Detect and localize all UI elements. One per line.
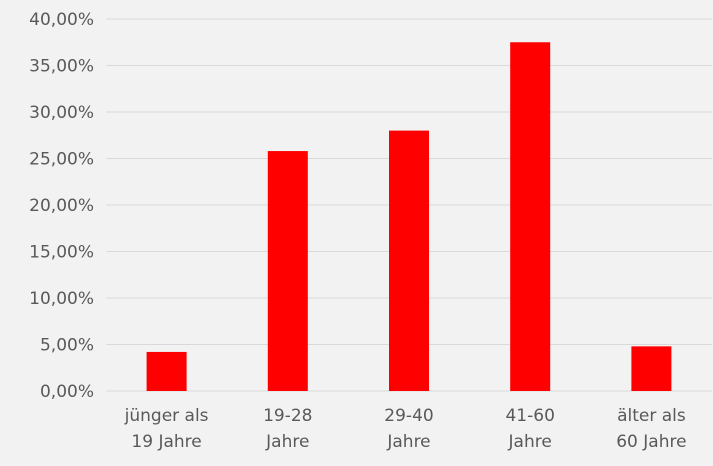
y-tick-label: 40,00% bbox=[29, 10, 94, 30]
x-tick-label: älter als 60 Jahre bbox=[616, 406, 686, 452]
bar bbox=[267, 151, 308, 391]
bar bbox=[389, 130, 429, 391]
x-tick-label-line: 60 Jahre bbox=[616, 432, 686, 452]
x-tick-label-line: Jahre bbox=[508, 432, 552, 452]
x-tick-label-line: 19 Jahre bbox=[131, 432, 201, 452]
x-tick-label: 41-60 Jahre bbox=[505, 406, 554, 452]
bars bbox=[146, 42, 672, 391]
x-tick-label: 29-40 Jahre bbox=[384, 406, 433, 452]
y-tick-label: 20,00% bbox=[29, 196, 94, 216]
y-tick-label: 25,00% bbox=[29, 150, 94, 170]
x-tick-label: jünger als 19 Jahre bbox=[124, 406, 209, 452]
x-tick-label-line: jünger als bbox=[124, 406, 209, 426]
y-tick-label: 30,00% bbox=[29, 103, 94, 123]
y-tick-label: 0,00% bbox=[40, 382, 94, 402]
bar bbox=[510, 42, 551, 391]
x-tick-label-line: 29-40 bbox=[384, 406, 433, 426]
x-tick-label-line: Jahre bbox=[386, 432, 430, 452]
x-tick-label-line: 41-60 bbox=[505, 406, 554, 426]
y-tick-label: 5,00% bbox=[40, 336, 94, 356]
y-tick-label: 35,00% bbox=[29, 57, 94, 77]
bar bbox=[631, 346, 672, 391]
x-tick-label: 19-28 Jahre bbox=[263, 406, 312, 452]
y-tick-label: 10,00% bbox=[29, 289, 94, 309]
y-axis-tick-labels: 0,00% 5,00% 10,00% 15,00% 20,00% 25,00% 30,00%… bbox=[29, 10, 94, 402]
x-tick-label-line: Jahre bbox=[265, 432, 309, 452]
bar bbox=[146, 351, 187, 391]
x-tick-label-line: 19-28 bbox=[263, 406, 312, 426]
y-tick-label: 15,00% bbox=[29, 243, 94, 263]
x-tick-label-line: älter als bbox=[617, 406, 686, 426]
